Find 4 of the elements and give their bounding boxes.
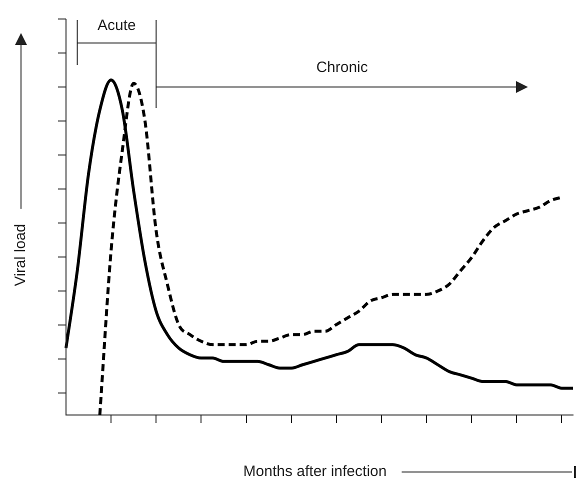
text: Chronic — [316, 59, 368, 76]
y-axis-title: Viral load — [12, 224, 30, 286]
text: Acute — [98, 17, 136, 34]
x-axis-title: Months after infection — [243, 463, 387, 479]
